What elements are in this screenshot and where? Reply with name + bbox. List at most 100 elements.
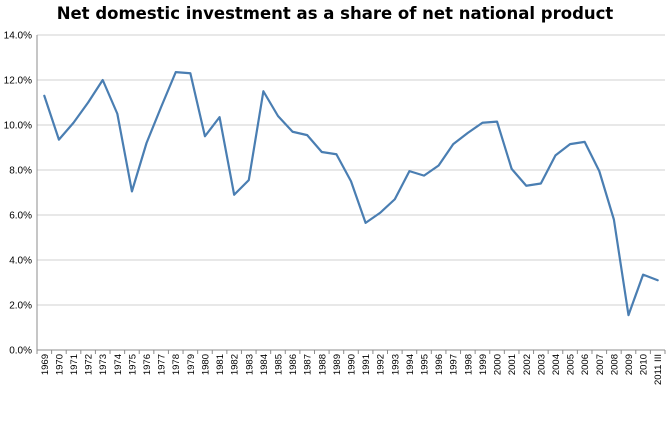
series-line	[43, 71, 659, 317]
x-tick-label: 1977	[157, 354, 168, 375]
x-tick-label: 1973	[98, 354, 109, 375]
x-tick-label: 1983	[244, 354, 255, 375]
x-tick-label: 2004	[551, 354, 562, 375]
data-point	[131, 190, 133, 192]
data-point	[116, 113, 118, 115]
x-tick-label: 1996	[434, 354, 445, 375]
x-tick-label: 1972	[84, 354, 95, 375]
x-tick-label: 1985	[273, 354, 284, 375]
y-axis-tick-labels: 0.0% 2.0% 4.0% 6.0% 8.0% 10.0% 12.0% 14.0%	[4, 31, 32, 357]
y-tick-label: 12.0%	[4, 76, 32, 87]
x-tick-label: 1992	[376, 354, 387, 375]
x-tick-label: 1989	[332, 354, 343, 375]
y-tick-label: 4.0%	[9, 256, 32, 267]
data-point	[394, 198, 396, 200]
y-tick-label: 10.0%	[4, 121, 32, 132]
data-point	[642, 274, 644, 276]
data-point	[569, 143, 571, 145]
axes	[36, 35, 666, 354]
x-tick-label: 1975	[127, 354, 138, 375]
x-tick-label: 2007	[595, 354, 606, 375]
gridlines	[37, 34, 665, 306]
data-point	[58, 139, 60, 141]
data-point	[306, 134, 308, 136]
x-tick-label: 1982	[230, 354, 241, 375]
data-point	[511, 168, 513, 170]
data-point	[438, 165, 440, 167]
x-tick-label: 1987	[303, 354, 314, 375]
data-point	[73, 122, 75, 124]
data-point	[262, 90, 264, 92]
x-tick-label: 2002	[522, 354, 533, 375]
data-point	[525, 185, 527, 187]
x-tick-label: 2005	[566, 354, 577, 375]
x-tick-label: 1991	[361, 354, 372, 375]
data-point	[292, 131, 294, 133]
data-point	[452, 143, 454, 145]
y-tick-label: 14.0%	[4, 31, 32, 42]
x-tick-label: 2001	[507, 354, 518, 375]
x-tick-label: 1980	[200, 354, 211, 375]
x-tick-label: 2010	[639, 354, 650, 375]
data-point	[408, 170, 410, 172]
x-tick-label: 1978	[171, 354, 182, 375]
data-point	[584, 141, 586, 143]
y-tick-label: 0.0%	[9, 346, 32, 357]
x-tick-label: 1974	[113, 354, 124, 375]
data-point	[554, 154, 556, 156]
y-tick-label: 8.0%	[9, 166, 32, 177]
x-tick-label: 1994	[405, 354, 416, 375]
x-tick-label: 2000	[493, 354, 504, 375]
x-tick-label: 1969	[40, 354, 51, 375]
x-tick-label: 1988	[317, 354, 328, 375]
x-tick-label: 1979	[186, 354, 197, 375]
x-tick-label: 2011 III	[653, 354, 664, 385]
data-point	[365, 222, 367, 224]
y-tick-label: 2.0%	[9, 301, 32, 312]
data-point	[43, 95, 45, 97]
x-tick-label: 1998	[463, 354, 474, 375]
data-point	[540, 183, 542, 185]
x-tick-label: 2009	[624, 354, 635, 375]
x-tick-label: 2003	[536, 354, 547, 375]
x-tick-label: 1993	[390, 354, 401, 375]
x-tick-label: 1971	[69, 354, 80, 375]
x-tick-label: 2008	[609, 354, 620, 375]
data-point	[496, 121, 498, 123]
data-point	[219, 116, 221, 118]
x-tick-label: 1995	[420, 354, 431, 375]
data-point	[613, 219, 615, 221]
data-point	[277, 115, 279, 117]
data-point	[627, 314, 629, 316]
series-layer	[43, 71, 659, 317]
x-tick-label: 1976	[142, 354, 153, 375]
x-tick-label: 1997	[449, 354, 460, 375]
x-tick-label: 1990	[347, 354, 358, 375]
data-point	[175, 71, 177, 73]
data-point	[598, 170, 600, 172]
data-point	[189, 72, 191, 74]
data-point	[102, 79, 104, 81]
data-point	[350, 180, 352, 182]
y-tick-label: 6.0%	[9, 211, 32, 222]
data-point	[87, 102, 89, 104]
x-tick-label: 1999	[478, 354, 489, 375]
data-point	[467, 132, 469, 134]
x-tick-label: 2006	[580, 354, 591, 375]
x-tick-label: 1984	[259, 354, 270, 375]
data-point	[321, 151, 323, 153]
data-point	[335, 153, 337, 155]
x-tick-label: 1981	[215, 354, 226, 375]
data-point	[481, 122, 483, 124]
data-point	[233, 194, 235, 196]
data-point	[379, 212, 381, 214]
chart-title: Net domestic investment as a share of ne…	[56, 4, 614, 23]
x-axis-tick-labels: 1969 1970 1971 1972 1973 1974 1975 1976 1977 1978…	[40, 354, 664, 385]
data-point	[204, 135, 206, 137]
data-point	[657, 279, 659, 281]
x-tick-label: 1970	[54, 354, 65, 375]
data-point	[146, 142, 148, 144]
data-point	[248, 179, 250, 181]
data-point	[160, 106, 162, 108]
